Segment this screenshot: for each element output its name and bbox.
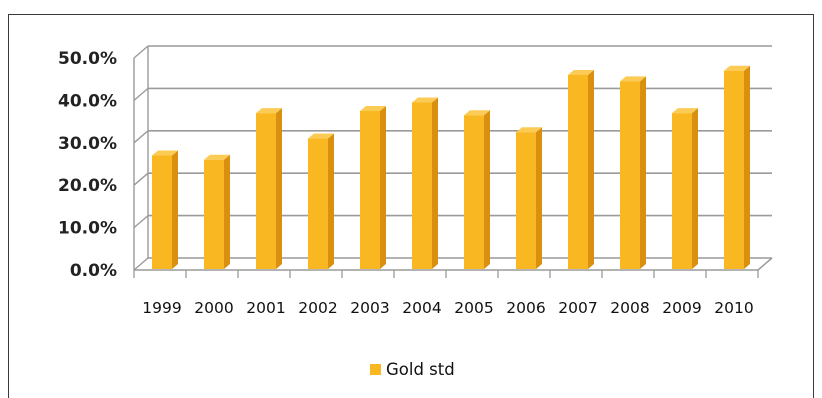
bar-top — [256, 108, 282, 114]
bar-front — [724, 70, 744, 269]
bar-side — [276, 108, 282, 270]
bar-front — [464, 115, 484, 270]
bar-front — [308, 138, 328, 269]
bar-2005 — [464, 110, 490, 270]
x-tick-label: 2001 — [246, 299, 285, 317]
bar-2007 — [568, 69, 594, 270]
bar-side — [380, 106, 386, 269]
bar-2000 — [204, 154, 230, 269]
x-tick-label: 2008 — [610, 299, 649, 317]
bar-top — [724, 65, 750, 71]
bar-side — [692, 108, 698, 270]
gridline-depth — [133, 130, 149, 144]
bar-2004 — [412, 97, 438, 270]
y-tick-label: 10.0% — [58, 219, 117, 239]
x-tick-label: 1999 — [142, 299, 181, 317]
bar-1999 — [152, 150, 178, 269]
x-tick-label: 2010 — [714, 299, 753, 317]
bar-front — [620, 81, 640, 269]
x-tick-label: 2000 — [194, 299, 233, 317]
gridline-depth — [133, 87, 149, 101]
bar-2001 — [256, 108, 282, 270]
bar-2002 — [308, 133, 334, 269]
bar-top — [620, 76, 646, 82]
gridline-depth — [133, 172, 149, 186]
bar-front — [256, 113, 276, 270]
x-tick-label: 2007 — [558, 299, 597, 317]
y-tick-label: 50.0% — [58, 49, 117, 69]
x-tick-label: 2002 — [298, 299, 337, 317]
x-tick-label: 2009 — [662, 299, 701, 317]
x-axis-depth — [757, 257, 773, 271]
gridline-depth — [133, 257, 149, 271]
y-tick-label: 0.0% — [70, 261, 117, 281]
bar-top — [412, 97, 438, 103]
bar-side — [588, 69, 594, 270]
gridline-depth — [133, 45, 149, 59]
bar-top — [360, 106, 386, 111]
bar-2006 — [516, 127, 542, 269]
bar-2009 — [672, 108, 698, 270]
bar-side — [432, 97, 438, 270]
bar-front — [672, 113, 692, 270]
bar-front — [152, 155, 172, 269]
bar-side — [744, 65, 750, 269]
x-tick-label: 2006 — [506, 299, 545, 317]
bar-2003 — [360, 106, 386, 269]
bar-front — [360, 111, 380, 269]
x-tick-label: 2005 — [454, 299, 493, 317]
y-tick-label: 40.0% — [58, 91, 117, 111]
bar-side — [536, 127, 542, 269]
bar-top — [152, 150, 178, 156]
bar-top — [204, 154, 230, 160]
bar-top — [672, 108, 698, 114]
bar-side — [224, 154, 230, 269]
x-tick-label: 2004 — [402, 299, 441, 317]
bar-2010 — [724, 65, 750, 269]
bar-side — [172, 150, 178, 269]
bar-side — [640, 76, 646, 269]
bar-top — [516, 127, 542, 133]
x-tick-label: 2003 — [350, 299, 389, 317]
bar-front — [516, 132, 536, 269]
bar-top — [568, 69, 594, 75]
bar-front — [204, 159, 224, 269]
bar-top — [464, 110, 490, 116]
y-tick-label: 30.0% — [58, 134, 117, 154]
gridline-depth — [133, 215, 149, 229]
bar-top — [308, 133, 334, 139]
legend-swatch — [370, 364, 381, 375]
bar-side — [328, 133, 334, 269]
bar-front — [568, 74, 588, 270]
bar-side — [484, 110, 490, 270]
y-tick-label: 20.0% — [58, 176, 117, 196]
bar-front — [412, 102, 432, 270]
legend-label: Gold std — [386, 360, 455, 379]
bar-2008 — [620, 76, 646, 269]
